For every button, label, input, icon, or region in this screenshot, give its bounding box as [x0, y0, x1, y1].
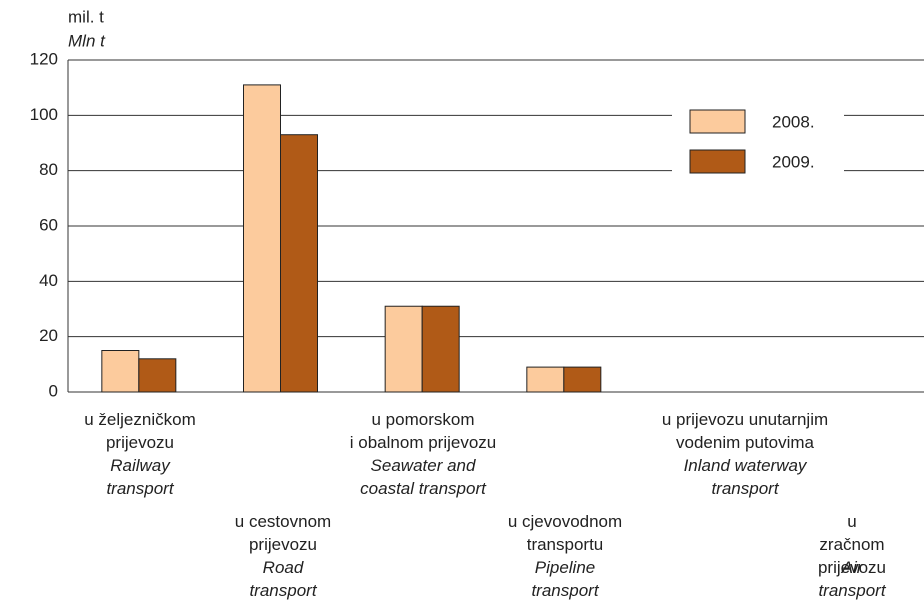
- x-tick-label-en: Road transport: [249, 558, 317, 600]
- bar: [280, 134, 318, 393]
- x-tick-label: u pomorskom i obalnom prijevozu: [349, 410, 497, 452]
- x-tick-label-en: Inland waterway transport: [683, 456, 807, 498]
- bar: [384, 305, 423, 393]
- bar: [421, 305, 460, 393]
- y-label-en: Mln t: [68, 31, 106, 50]
- x-tick-label: u željezničkom prijevozu: [84, 410, 196, 452]
- y-tick-label: 100: [30, 105, 58, 124]
- y-label: mil. t: [68, 7, 104, 26]
- legend-swatch: [689, 109, 746, 134]
- x-tick-label-en: Railway transport: [106, 456, 174, 498]
- x-tick-label: u prijevozu unutarnjim vodenim putovima: [661, 410, 829, 452]
- legend-swatch: [689, 149, 746, 174]
- x-tick-label: u cestovnom prijevozu: [234, 512, 332, 554]
- y-tick-label: 60: [39, 215, 58, 234]
- y-tick-label: 20: [39, 326, 58, 345]
- y-tick-label: 80: [39, 160, 58, 179]
- bar: [138, 358, 177, 393]
- bar: [243, 84, 281, 393]
- y-tick-label: 120: [30, 49, 58, 68]
- legend-label: 2009.: [772, 152, 815, 171]
- bar: [101, 350, 140, 393]
- x-tick-label-en: Pipeline transport: [531, 558, 599, 600]
- x-tick-label-en: Seawater and coastal transport: [360, 456, 486, 498]
- x-tick-label: u cjevovodnom transportu: [507, 512, 623, 554]
- x-tick-label-en: Air transport: [818, 558, 886, 600]
- x-tick-label: u zračnom prijevozu: [817, 512, 887, 577]
- bar: [563, 366, 602, 393]
- y-tick-label: 40: [39, 271, 58, 290]
- y-tick-label: 0: [49, 381, 58, 400]
- legend-label: 2008.: [772, 112, 815, 131]
- bar: [526, 366, 565, 393]
